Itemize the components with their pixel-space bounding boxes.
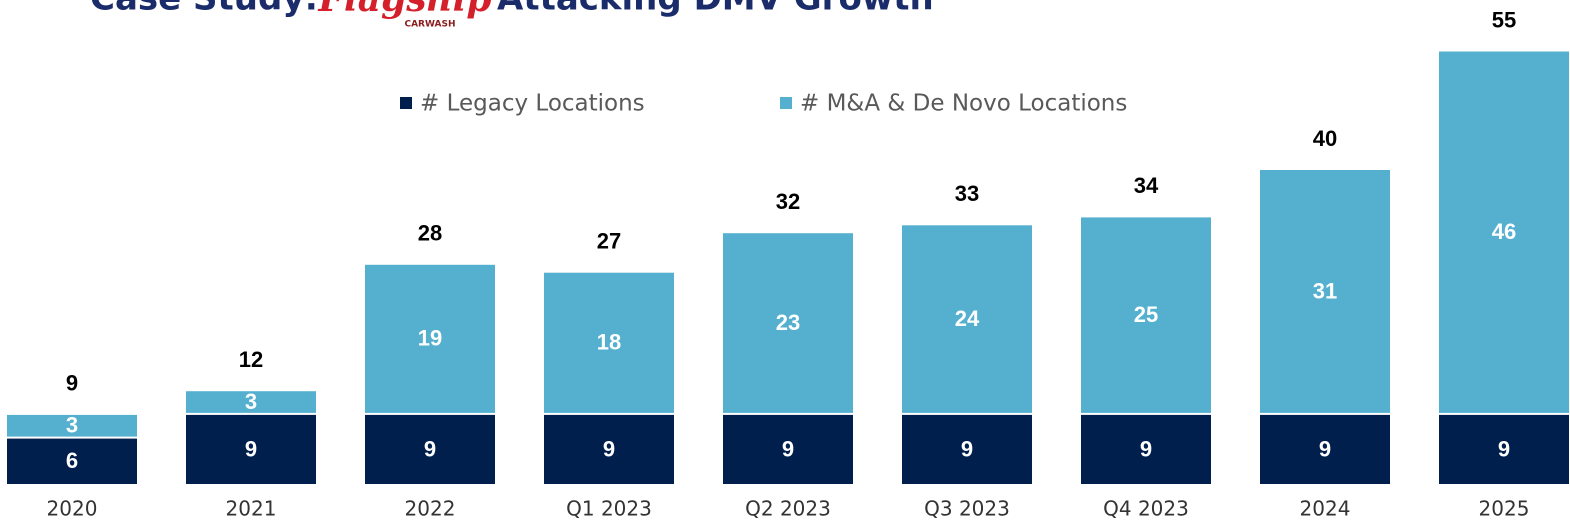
legend-label: # Legacy Locations bbox=[420, 91, 645, 117]
bar-segment bbox=[723, 233, 853, 413]
segment-label: 19 bbox=[418, 326, 442, 351]
x-tick-label: 2024 bbox=[1300, 497, 1351, 521]
total-label: 55 bbox=[1492, 7, 1516, 32]
bar-segment bbox=[186, 414, 316, 484]
x-tick-label: 2025 bbox=[1479, 497, 1530, 521]
bar-segment bbox=[1260, 414, 1390, 484]
segment-label: 3 bbox=[245, 389, 257, 414]
segment-label: 9 bbox=[961, 436, 973, 461]
bar-segment bbox=[1439, 414, 1569, 484]
segment-label: 6 bbox=[66, 448, 78, 473]
bar-segment bbox=[1081, 414, 1211, 484]
logo: Flagship CARWASH bbox=[317, 0, 491, 30]
bar-segment bbox=[186, 391, 316, 413]
segment-label: 3 bbox=[66, 413, 78, 438]
segment-label: 9 bbox=[1319, 436, 1331, 461]
logo-tagline: CARWASH bbox=[404, 20, 455, 30]
segment-label: 23 bbox=[776, 310, 800, 335]
bar-segment bbox=[902, 414, 1032, 484]
segment-label: 9 bbox=[424, 436, 436, 461]
segment-label: 18 bbox=[597, 330, 621, 355]
bar-segment bbox=[365, 264, 495, 413]
x-tick-label: Q2 2023 bbox=[745, 497, 831, 521]
segment-label: 9 bbox=[603, 436, 615, 461]
bar-segment bbox=[1260, 170, 1390, 413]
bar-segment bbox=[544, 272, 674, 413]
segment-label: 31 bbox=[1313, 278, 1337, 303]
total-label: 33 bbox=[955, 181, 979, 206]
segment-label: 25 bbox=[1134, 302, 1158, 327]
x-tick-label: 2020 bbox=[47, 497, 98, 521]
bar-segment bbox=[7, 414, 137, 437]
segment-label: 46 bbox=[1492, 219, 1516, 244]
total-label: 28 bbox=[418, 221, 442, 246]
bar-segment bbox=[365, 414, 495, 484]
total-label: 40 bbox=[1313, 126, 1337, 151]
total-label: 9 bbox=[66, 371, 78, 396]
segment-label: 9 bbox=[782, 436, 794, 461]
bar-segment bbox=[544, 414, 674, 484]
x-tick-label: Q3 2023 bbox=[924, 497, 1010, 521]
legend-swatch bbox=[400, 97, 412, 109]
bar-segment bbox=[1081, 217, 1211, 413]
bar-segment bbox=[7, 438, 137, 484]
segment-label: 24 bbox=[955, 306, 980, 331]
total-label: 27 bbox=[597, 229, 621, 254]
segment-label: 9 bbox=[1140, 436, 1152, 461]
segment-label: 9 bbox=[1498, 436, 1510, 461]
bar-segment bbox=[1439, 51, 1569, 413]
logo-name: Flagship bbox=[317, 0, 491, 20]
bar-segment bbox=[723, 414, 853, 484]
chart-title: Case Study: bbox=[90, 0, 318, 19]
total-label: 32 bbox=[776, 189, 800, 214]
x-tick-label: Q1 2023 bbox=[566, 497, 652, 521]
x-tick-label: Q4 2023 bbox=[1103, 497, 1189, 521]
legend-swatch bbox=[780, 97, 792, 109]
total-label: 34 bbox=[1134, 173, 1159, 198]
legend-label: # M&A & De Novo Locations bbox=[800, 91, 1127, 117]
x-tick-label: 2022 bbox=[405, 497, 456, 521]
total-label: 12 bbox=[239, 347, 263, 372]
segment-label: 9 bbox=[245, 436, 257, 461]
bar-segment bbox=[902, 225, 1032, 413]
chart-title: Attacking DMV Growth bbox=[497, 0, 934, 19]
x-tick-label: 2021 bbox=[226, 497, 277, 521]
